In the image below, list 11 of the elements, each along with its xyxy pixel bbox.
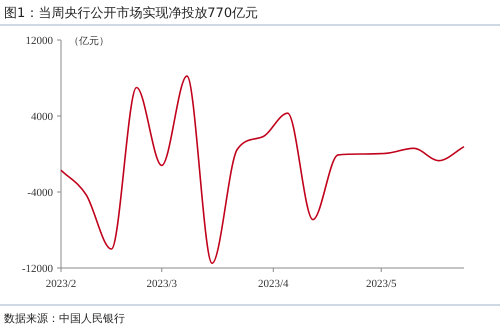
xtick: 2023/3 xyxy=(146,278,178,290)
title: 图1：当周央行公开市场实现净投放770亿元 xyxy=(4,6,258,21)
ytick: 4000 xyxy=(31,111,53,123)
xtick: 2023/4 xyxy=(258,278,289,290)
ytick: -4000 xyxy=(27,187,53,199)
xtick: 2023/2 xyxy=(46,278,76,290)
ytick: 12000 xyxy=(26,35,53,47)
ylabel: （亿元） xyxy=(69,36,109,47)
annotation: 数据来源：中国人民银行 xyxy=(4,312,125,325)
ytick: -12000 xyxy=(22,263,53,275)
xtick: 2023/5 xyxy=(366,278,397,290)
